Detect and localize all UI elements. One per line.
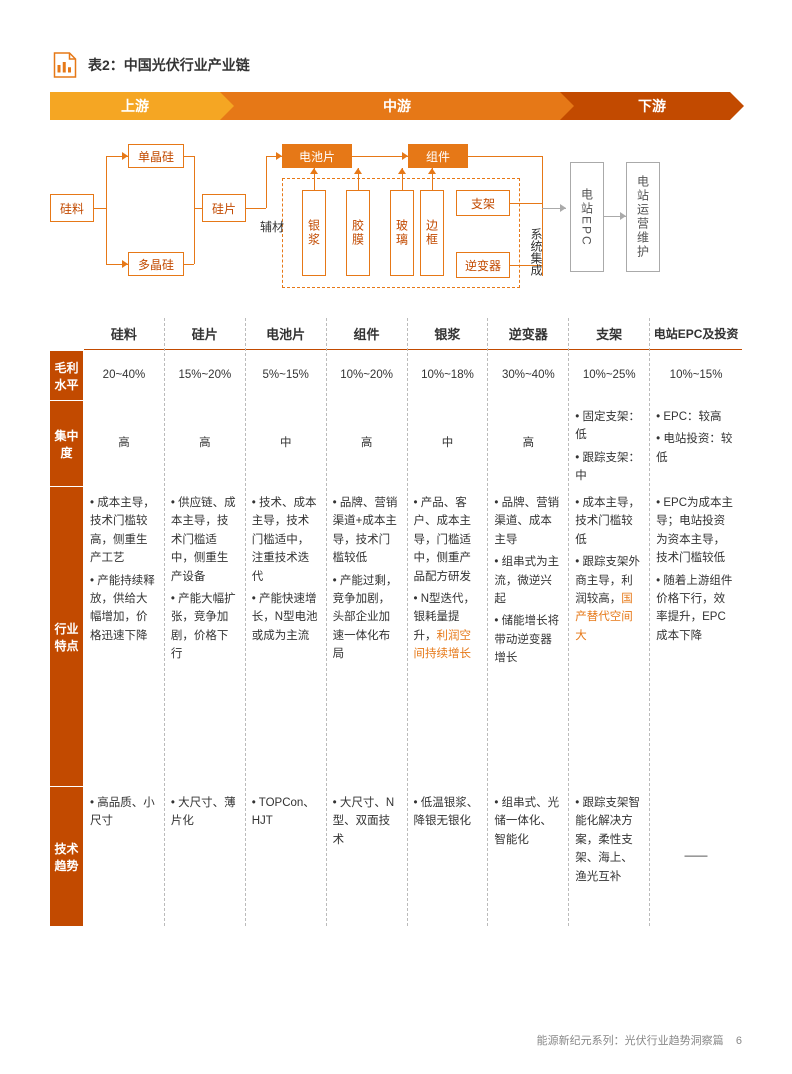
feat-c2: 供应链、成本主导，技术门槛适中，侧重生产设备 产能大幅扩张，竞争加剧，价格下行 <box>165 486 245 786</box>
rh-tech: 技术趋势 <box>50 786 83 926</box>
title-row: 表2：中国光伏行业产业链 <box>50 50 742 80</box>
stage-ribbon: 上游 中游 下游 <box>50 92 742 120</box>
feat-c3: 技术、成本主导，技术门槛适中，注重技术迭代 产能快速增长，N型电池或成为主流 <box>246 486 326 786</box>
tech-c1: 高品质、小尺寸 <box>84 786 164 926</box>
ribbon-upstream: 上游 <box>50 92 220 120</box>
feat-c1a: 成本主导，技术门槛较高，侧重生产工艺 <box>90 494 158 568</box>
node-guiliao: 硅料 <box>50 194 94 222</box>
node-danjing: 单晶硅 <box>128 144 184 168</box>
conc-c7: 固定支架：低 跟踪支架：中 <box>569 400 649 486</box>
feat-c5: 产品、客户、成本主导，门槛适中，侧重产品配方研发 N型迭代，银耗量提升，利润空间… <box>408 486 488 786</box>
doc-chart-icon <box>50 50 80 80</box>
conc-c6: 高 <box>488 400 568 486</box>
node-guipian: 硅片 <box>202 194 246 222</box>
margin-c6: 30%~40% <box>488 350 568 400</box>
tech-c3: TOPCon、HJT <box>246 786 326 926</box>
feat-c7: 成本主导，技术门槛较低 跟踪支架外商主导，利润较高，国产替代空间大 <box>569 486 649 786</box>
conc-c3: 中 <box>246 400 326 486</box>
footer-text: 能源新纪元系列：光伏行业趋势洞察篇 <box>537 1035 724 1047</box>
tech-c6: 组串式、光储一体化、智能化 <box>488 786 568 926</box>
tech-c8: —— <box>650 786 742 926</box>
node-yunying: 电站运营维护 <box>626 162 660 272</box>
col-nibianqi: 逆变器 30%~40% 高 品牌、营销渠道、成本主导 组串式为主流，微逆兴起 储… <box>488 318 569 926</box>
th-c2: 硅片 <box>165 318 245 350</box>
node-jiaomo: 胶膜 <box>346 190 370 276</box>
feat-c1b: 产能持续释放，供给大幅增加，价格迅速下降 <box>90 572 158 646</box>
margin-c7: 10%~25% <box>569 350 649 400</box>
footer-page: 6 <box>736 1035 742 1047</box>
th-c7: 支架 <box>569 318 649 350</box>
margin-c4: 10%~20% <box>327 350 407 400</box>
th-c5: 银浆 <box>408 318 488 350</box>
node-duojing: 多晶硅 <box>128 252 184 276</box>
node-zujian: 组件 <box>408 144 468 168</box>
node-dianchi: 电池片 <box>282 144 352 168</box>
conc-c2: 高 <box>165 400 245 486</box>
col-zhijia: 支架 10%~25% 固定支架：低 跟踪支架：中 成本主导，技术门槛较低 跟踪支… <box>569 318 650 926</box>
feat-c4: 品牌、营销渠道+成本主导，技术门槛较低 产能过剩，竞争加剧，头部企业加速一体化布… <box>327 486 407 786</box>
col-guipian: 硅片 15%~20% 高 供应链、成本主导，技术门槛适中，侧重生产设备 产能大幅… <box>165 318 246 926</box>
node-epc: 电站EPC <box>570 162 604 272</box>
ribbon-downstream: 下游 <box>560 92 730 120</box>
conc-c1: 高 <box>84 400 164 486</box>
th-c8: 电站EPC及投资 <box>650 318 742 350</box>
rh-margin: 毛利水平 <box>50 350 83 400</box>
node-yinjiang: 银浆 <box>302 190 326 276</box>
main-table: 毛利水平 集中度 行业特点 技术趋势 硅料 20~40% 高 成本主导，技术门槛… <box>50 318 742 926</box>
feat-c1: 成本主导，技术门槛较高，侧重生产工艺 产能持续释放，供给大幅增加，价格迅速下降 <box>84 486 164 786</box>
margin-c3: 5%~15% <box>246 350 326 400</box>
th-c4: 组件 <box>327 318 407 350</box>
margin-c1: 20~40% <box>84 350 164 400</box>
node-nibianqi: 逆变器 <box>456 252 510 278</box>
tech-c7: 跟踪支架智能化解决方案，柔性支架、海上、渔光互补 <box>569 786 649 926</box>
th-c6: 逆变器 <box>488 318 568 350</box>
feat-c8: EPC为成本主导；电站投资为资本主导，技术门槛较低 随着上游组件价格下行，效率提… <box>650 486 742 786</box>
row-header-column: 毛利水平 集中度 行业特点 技术趋势 <box>50 318 84 926</box>
page-footer: 能源新纪元系列：光伏行业趋势洞察篇 6 <box>537 1032 742 1048</box>
rh-concentration: 集中度 <box>50 400 83 486</box>
th-c3: 电池片 <box>246 318 326 350</box>
node-biankuang: 边框 <box>420 190 444 276</box>
col-epc: 电站EPC及投资 10%~15% EPC：较高 电站投资：较低 EPC为成本主导… <box>650 318 742 926</box>
conc-c5: 中 <box>408 400 488 486</box>
tech-c5: 低温银浆、降银无银化 <box>408 786 488 926</box>
label-fucai: 辅材 <box>260 218 284 235</box>
col-yinjiang: 银浆 10%~18% 中 产品、客户、成本主导，门槛适中，侧重产品配方研发 N型… <box>408 318 489 926</box>
tech-c2: 大尺寸、薄片化 <box>165 786 245 926</box>
col-zujian: 组件 10%~20% 高 品牌、营销渠道+成本主导，技术门槛较低 产能过剩，竞争… <box>327 318 408 926</box>
feat-c6: 品牌、营销渠道、成本主导 组串式为主流，微逆兴起 储能增长将带动逆变器增长 <box>488 486 568 786</box>
flow-diagram: 硅料 单晶硅 多晶硅 硅片 电池片 组件 辅材 银浆 胶膜 玻璃 边框 支架 逆… <box>50 134 742 304</box>
margin-c5: 10%~18% <box>408 350 488 400</box>
label-xitong: 系统集成 <box>528 228 545 276</box>
margin-c2: 15%~20% <box>165 350 245 400</box>
margin-c8: 10%~15% <box>650 350 742 400</box>
conc-c4: 高 <box>327 400 407 486</box>
col-guiliao: 硅料 20~40% 高 成本主导，技术门槛较高，侧重生产工艺 产能持续释放，供给… <box>84 318 165 926</box>
node-boli: 玻璃 <box>390 190 414 276</box>
tech-c4: 大尺寸、N型、双面技术 <box>327 786 407 926</box>
node-zhijia: 支架 <box>456 190 510 216</box>
title-text: 表2：中国光伏行业产业链 <box>88 55 250 75</box>
conc-c8: EPC：较高 电站投资：较低 <box>650 400 742 486</box>
ribbon-midstream: 中游 <box>220 92 560 120</box>
col-dianchipian: 电池片 5%~15% 中 技术、成本主导，技术门槛适中，注重技术迭代 产能快速增… <box>246 318 327 926</box>
rh-features: 行业特点 <box>50 486 83 786</box>
th-c1: 硅料 <box>84 318 164 350</box>
